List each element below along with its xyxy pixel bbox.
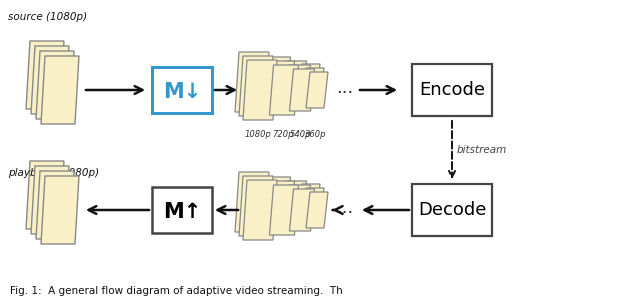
Polygon shape [262,57,291,107]
Bar [412,64,492,116]
Polygon shape [302,68,324,104]
Polygon shape [235,52,269,112]
Polygon shape [269,185,298,235]
Text: ···: ··· [337,84,354,102]
Bar [412,184,492,236]
Polygon shape [239,56,273,116]
Polygon shape [262,177,291,227]
Text: 360p: 360p [305,130,327,139]
Polygon shape [306,72,328,108]
Polygon shape [26,41,64,109]
Polygon shape [289,189,314,231]
Text: 720p: 720p [272,130,294,139]
Text: M↑: M↑ [163,202,201,222]
Polygon shape [31,166,69,234]
Text: playback (1080p): playback (1080p) [8,168,99,178]
Polygon shape [282,61,307,103]
Polygon shape [239,176,273,236]
Polygon shape [41,56,79,124]
Polygon shape [289,69,314,111]
Polygon shape [298,64,320,100]
Text: ···: ··· [337,204,354,222]
Polygon shape [282,181,307,223]
Text: 540p: 540p [291,130,312,139]
Text: Encode: Encode [419,81,485,99]
Polygon shape [269,65,298,115]
Polygon shape [306,192,328,228]
Text: source (1080p): source (1080p) [8,12,87,22]
Polygon shape [243,180,277,240]
Text: M↓: M↓ [163,82,201,102]
Polygon shape [36,51,74,119]
Polygon shape [243,60,277,120]
Polygon shape [235,172,269,232]
Polygon shape [266,61,294,111]
Polygon shape [41,176,79,244]
Bar [152,187,212,233]
Text: 1080p: 1080p [244,130,271,139]
Text: bitstream: bitstream [457,145,508,155]
Polygon shape [285,65,310,107]
Polygon shape [36,171,74,239]
Text: Fig. 1:  A general flow diagram of adaptive video streaming.  Th: Fig. 1: A general flow diagram of adapti… [10,286,343,296]
Polygon shape [302,188,324,224]
Text: Decode: Decode [418,201,486,219]
Polygon shape [298,184,320,220]
Bar [152,67,212,113]
Polygon shape [266,181,294,231]
Polygon shape [26,161,64,229]
Polygon shape [31,46,69,114]
Polygon shape [285,185,310,227]
